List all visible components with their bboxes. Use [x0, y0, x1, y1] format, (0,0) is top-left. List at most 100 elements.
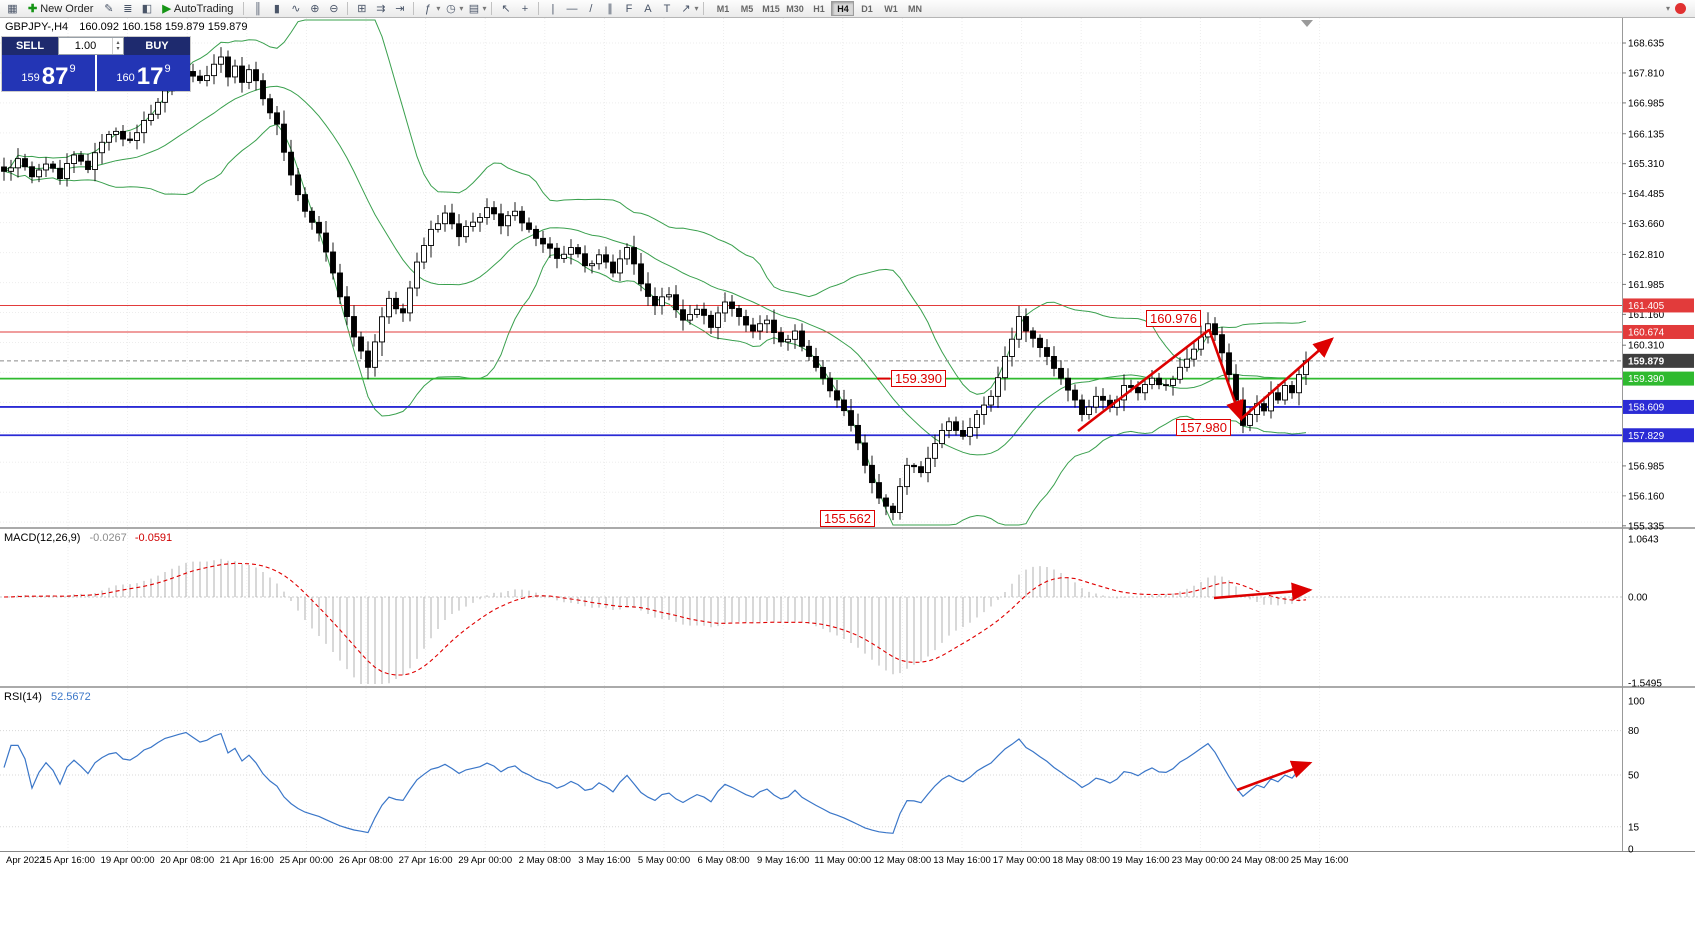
- one-click-trading-widget: SELL 1.00 ▴ ▾ BUY 159 87 9 160: [2, 37, 190, 91]
- cursor-icon[interactable]: ↖: [501, 3, 511, 15]
- volume-input[interactable]: 1.00: [74, 40, 97, 52]
- horizontal-line-icon[interactable]: —: [566, 2, 578, 15]
- svg-text:155.335: 155.335: [1628, 521, 1665, 532]
- auto-scroll-icon[interactable]: ⇉: [376, 3, 386, 15]
- timeframe-m30-button[interactable]: M30: [786, 3, 804, 14]
- svg-text:159.879: 159.879: [1628, 356, 1665, 367]
- timeframe-m1-button[interactable]: M1: [716, 3, 730, 14]
- svg-text:100: 100: [1628, 697, 1645, 708]
- new-chart-icon[interactable]: ▦: [7, 3, 18, 15]
- fibonacci-icon[interactable]: F: [625, 2, 633, 15]
- templates-icon[interactable]: ▤: [468, 3, 480, 15]
- trendline-icon[interactable]: /: [589, 2, 593, 15]
- volume-field: 1.00 ▴ ▾: [58, 37, 124, 55]
- svg-text:166.135: 166.135: [1628, 129, 1665, 140]
- chevron-down-icon[interactable]: ▾: [459, 4, 464, 13]
- chevron-down-icon[interactable]: ▾: [694, 4, 699, 13]
- svg-text:27 Apr 16:00: 27 Apr 16:00: [399, 855, 453, 866]
- buy-price-pip: 9: [164, 63, 171, 75]
- bar-chart-icon[interactable]: ║: [254, 2, 262, 15]
- sell-price-big: 87: [41, 63, 69, 90]
- new-order-button[interactable]: ✚ New Order: [23, 1, 98, 17]
- market-watch-icon[interactable]: ≣: [123, 3, 133, 15]
- toolbar-separator: [347, 2, 349, 15]
- svg-text:23 May 00:00: 23 May 00:00: [1172, 855, 1230, 866]
- timeframe-mn-button[interactable]: MN: [907, 3, 922, 14]
- price-axis[interactable]: 168.635 167.810 166.985 166.135 165.310 164.4…: [0, 18, 1695, 856]
- svg-text:157.829: 157.829: [1628, 431, 1665, 442]
- horizontal-level-lines[interactable]: [0, 304, 1622, 437]
- play-icon: ▶: [162, 3, 171, 15]
- svg-text:168.635: 168.635: [1628, 39, 1665, 50]
- buy-button[interactable]: BUY: [124, 37, 190, 55]
- metaeditor-icon[interactable]: ✎: [104, 3, 114, 15]
- buy-price-prefix: 160: [116, 72, 135, 84]
- navigator-icon[interactable]: ◧: [141, 3, 153, 15]
- timeframe-h4-button[interactable]: H4: [831, 1, 855, 16]
- svg-text:9 May 16:00: 9 May 16:00: [757, 855, 809, 866]
- chart-shift-marker[interactable]: [1301, 20, 1313, 27]
- svg-text:21 Apr 16:00: 21 Apr 16:00: [220, 855, 274, 866]
- sell-price-prefix: 159: [21, 72, 40, 84]
- svg-text:159.390: 159.390: [1628, 374, 1665, 385]
- svg-text:164.485: 164.485: [1628, 189, 1665, 200]
- svg-text:29 Apr 00:00: 29 Apr 00:00: [458, 855, 512, 866]
- candlestick-chart-icon[interactable]: ▮: [273, 3, 280, 15]
- main-toolbar: ▦ ✚ New Order ✎ ≣ ◧ ▶ AutoTrading ║ ▮ ∿ …: [0, 0, 1695, 18]
- svg-text:161.985: 161.985: [1628, 280, 1665, 291]
- svg-text:161.405: 161.405: [1628, 301, 1665, 312]
- chevron-down-icon[interactable]: ▾: [436, 4, 441, 13]
- annotation-arrows[interactable]: [877, 328, 1334, 792]
- svg-text:24 May 08:00: 24 May 08:00: [1231, 855, 1289, 866]
- tile-windows-icon[interactable]: ⊞: [357, 3, 367, 15]
- svg-text:19 May 16:00: 19 May 16:00: [1112, 855, 1170, 866]
- zoom-out-icon[interactable]: ⊖: [329, 3, 339, 15]
- timeframe-w1-button[interactable]: W1: [884, 3, 898, 14]
- timeframe-toolbar: M1 M5 M15 M30 H1 H4 D1 W1 MN: [711, 1, 926, 16]
- equidistant-channel-icon[interactable]: ∥: [607, 3, 613, 15]
- buy-price-panel[interactable]: 160 17 9: [97, 55, 190, 91]
- svg-text:17 May 00:00: 17 May 00:00: [993, 855, 1051, 866]
- svg-text:166.985: 166.985: [1628, 98, 1665, 109]
- svg-text:5 May 00:00: 5 May 00:00: [638, 855, 690, 866]
- sell-price-panel[interactable]: 159 87 9: [2, 55, 95, 91]
- vertical-line-icon[interactable]: |: [551, 2, 555, 15]
- toolbar-overflow-icon[interactable]: ▾: [1665, 4, 1670, 13]
- timeframe-h1-button[interactable]: H1: [813, 3, 825, 14]
- autotrading-button[interactable]: ▶ AutoTrading: [157, 1, 238, 17]
- notification-icon[interactable]: ●: [1675, 3, 1686, 14]
- svg-text:0.00: 0.00: [1628, 593, 1648, 604]
- svg-text:1.0643: 1.0643: [1628, 535, 1659, 546]
- svg-text:50: 50: [1628, 771, 1640, 782]
- svg-text:20 Apr 08:00: 20 Apr 08:00: [160, 855, 214, 866]
- candles: [1, 47, 1309, 521]
- autotrading-label: AutoTrading: [173, 2, 234, 15]
- toolbar-right-cluster: ▾ ●: [1665, 3, 1686, 14]
- svg-text:Apr 2022: Apr 2022: [6, 855, 45, 866]
- text-label-icon[interactable]: T: [663, 2, 671, 15]
- arrows-shapes-icon[interactable]: ↗: [681, 3, 691, 15]
- volume-down-button[interactable]: ▾: [116, 46, 120, 52]
- sell-button[interactable]: SELL: [2, 37, 58, 55]
- timeframe-d1-button[interactable]: D1: [861, 3, 873, 14]
- zoom-in-icon[interactable]: ⊕: [310, 3, 320, 15]
- line-chart-icon[interactable]: ∿: [291, 3, 301, 15]
- svg-text:165.310: 165.310: [1628, 159, 1665, 170]
- svg-text:13 May 16:00: 13 May 16:00: [933, 855, 991, 866]
- crosshair-icon[interactable]: +: [521, 2, 529, 15]
- indicators-icon[interactable]: ƒ: [424, 2, 431, 15]
- periods-icon[interactable]: ◷: [446, 3, 456, 15]
- svg-text:156.160: 156.160: [1628, 491, 1665, 502]
- chart-shift-icon[interactable]: ⇥: [395, 3, 405, 15]
- new-order-label: New Order: [40, 2, 94, 15]
- text-icon[interactable]: A: [644, 2, 652, 15]
- timeframe-m15-button[interactable]: M15: [762, 3, 780, 14]
- toolbar-separator: [413, 2, 415, 15]
- chevron-down-icon[interactable]: ▾: [482, 4, 487, 13]
- timeframe-m5-button[interactable]: M5: [740, 3, 754, 14]
- volume-up-button[interactable]: ▴: [116, 40, 120, 46]
- svg-text:19 Apr 00:00: 19 Apr 00:00: [101, 855, 155, 866]
